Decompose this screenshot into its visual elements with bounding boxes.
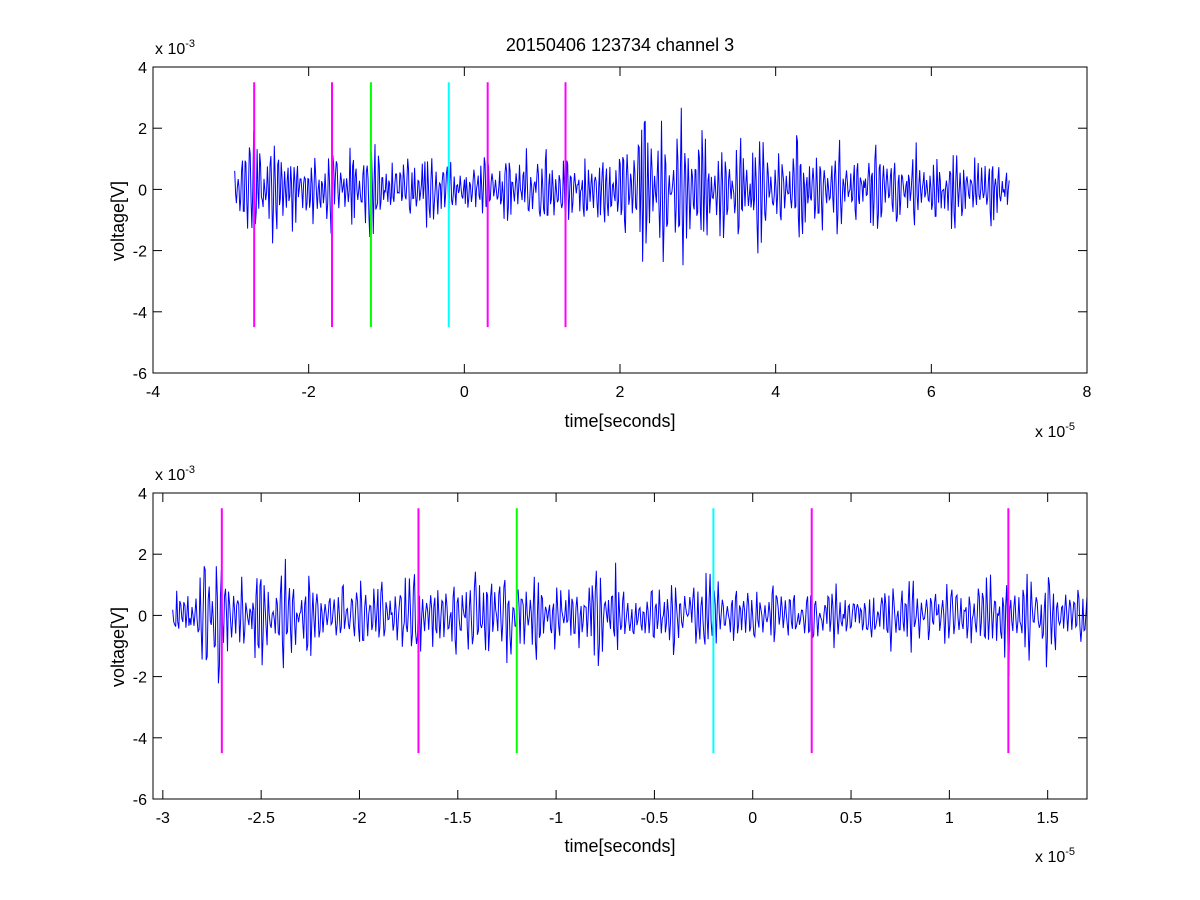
marker-lines [253,82,567,328]
y-tick-label: -6 [133,792,147,809]
x-tick-label: -3 [156,810,170,827]
chart-title: 20150406 123734 channel 3 [506,35,734,55]
y-tick-label: 0 [138,608,147,625]
voltage-trace [172,558,1088,684]
x-tick-label: -2 [352,810,366,827]
y-tick-label: -6 [133,366,147,383]
y-axis-label: voltage[V] [108,607,128,687]
bottom-plot: time[seconds] voltage[V] x 10-3 x 10-5 -… [108,464,1088,866]
x-tick-label: 2 [616,384,625,401]
x-exponent-label: x 10-5 [1035,846,1075,866]
top-plot: 20150406 123734 channel 3 time[seconds] … [108,35,1092,441]
x-tick-label: -2.5 [247,810,275,827]
x-tick-label: 4 [771,384,780,401]
y-tick-label: 0 [138,182,147,199]
y-axis-label: voltage[V] [108,181,128,261]
plot-area [172,558,1088,684]
x-tick-label: 6 [927,384,936,401]
y-tick-label: 2 [138,121,147,138]
voltage-trace [234,107,1010,266]
y-exponent-label: x 10-3 [155,464,195,484]
x-tick-label: 8 [1083,384,1092,401]
axis-ticks: -3 -2.5 -2 -1.5 -1 -0.5 0 0.5 1 1.5 -6 -4 -2 0 2 4 [133,486,1087,827]
x-tick-label: 0 [748,810,757,827]
x-tick-label: -2 [302,384,316,401]
x-tick-label: -1.5 [444,810,472,827]
y-tick-label: -2 [133,244,147,261]
y-exponent-label: x 10-3 [155,38,195,58]
x-tick-label: -1 [549,810,563,827]
x-exponent-label: x 10-5 [1035,421,1075,441]
x-tick-label: -0.5 [641,810,669,827]
axes-frame [152,492,1088,800]
x-tick-label: 1 [945,810,954,827]
y-tick-label: -2 [133,670,147,687]
x-tick-label: 0.5 [840,810,862,827]
y-tick-label: 4 [138,60,147,77]
x-tick-label: -4 [146,384,160,401]
axes-frame [152,66,1088,374]
x-tick-label: 0 [460,384,469,401]
marker-lines [220,508,1010,754]
plot-area [234,107,1010,266]
x-axis-label: time[seconds] [564,836,675,856]
y-tick-label: 2 [138,547,147,564]
x-axis-label: time[seconds] [564,411,675,431]
y-tick-label: -4 [133,731,147,748]
x-tick-label: 1.5 [1037,810,1059,827]
y-tick-label: 4 [138,486,147,503]
y-tick-label: -4 [133,305,147,322]
